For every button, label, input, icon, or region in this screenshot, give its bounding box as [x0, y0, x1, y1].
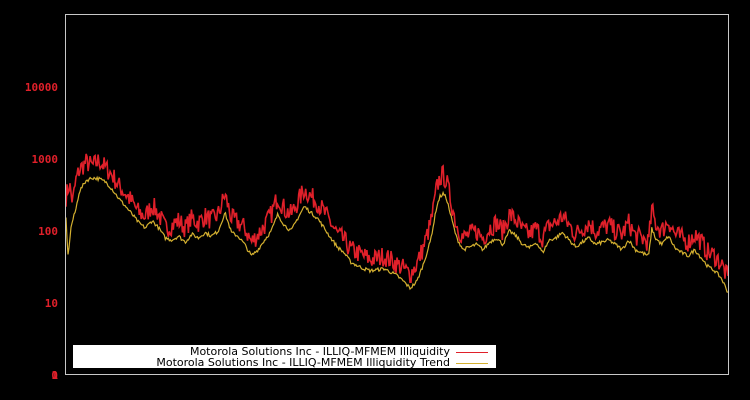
- y-tick-label: 1000: [32, 153, 59, 166]
- y-tick-label: 1: [51, 369, 58, 382]
- plot-series: [65, 153, 729, 293]
- legend-label: Motorola Solutions Inc - ILLIQ-MFMEM Ill…: [189, 345, 450, 358]
- y-tick-label: 0: [51, 369, 58, 382]
- legend: Motorola Solutions Inc - ILLIQ-MFMEM Ill…: [73, 345, 496, 369]
- y-tick-label: 100: [38, 225, 58, 238]
- legend-item-illiquidity: Motorola Solutions Inc - ILLIQ-MFMEM Ill…: [189, 345, 488, 358]
- plot-frame: [65, 14, 729, 375]
- y-tick-label: 10: [45, 297, 58, 310]
- legend-swatch-gold-line: [456, 363, 488, 364]
- y-tick-label: 10000: [25, 81, 58, 94]
- legend-label: Motorola Solutions Inc - ILLIQ-MFMEM Ill…: [156, 356, 450, 369]
- illiquidity-trend-line: [65, 175, 729, 293]
- legend-item-illiquidity-trend: Motorola Solutions Inc - ILLIQ-MFMEM Ill…: [156, 356, 488, 369]
- y-axis-tick-labels: 10000 1000 100 10 10: [25, 81, 59, 382]
- illiquidity-line: [65, 153, 729, 283]
- legend-swatch-red-line: [456, 352, 488, 353]
